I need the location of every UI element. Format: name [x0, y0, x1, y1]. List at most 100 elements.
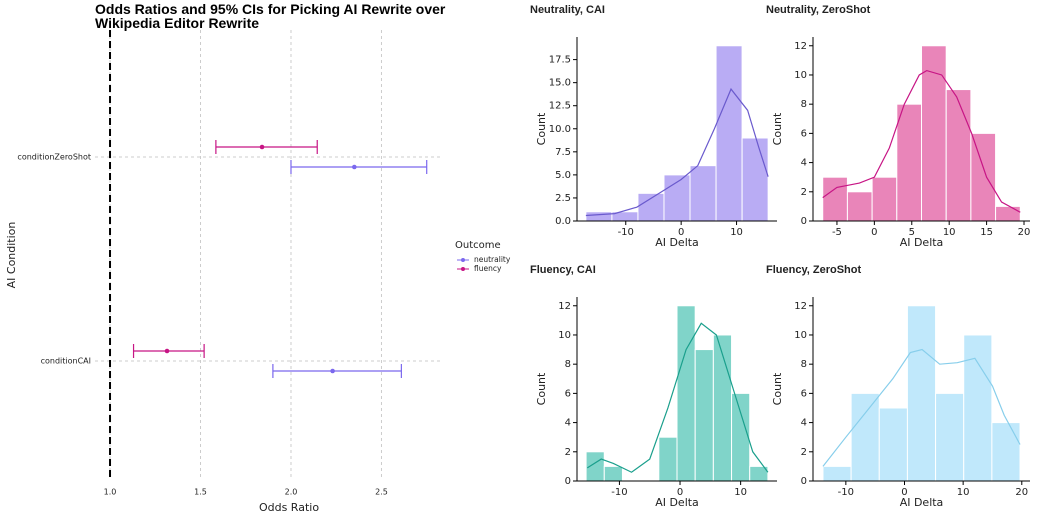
- panel-title: Fluency, CAI: [530, 264, 596, 276]
- y-axis-label: Count: [535, 372, 548, 405]
- y-tick-label: 6: [565, 388, 571, 399]
- y-tick-label: 0: [801, 476, 807, 487]
- y-tick-label: 10: [558, 330, 571, 341]
- panel-title: Neutrality, ZeroShot: [766, 4, 871, 16]
- y-tick-label: 2.5: [555, 193, 571, 204]
- point: [164, 348, 170, 354]
- bar: [822, 176, 848, 222]
- y-tick-label: 2: [565, 447, 571, 458]
- y-tick-label: 12: [558, 301, 571, 312]
- bar: [878, 407, 908, 482]
- x-tick-label: -10: [618, 227, 634, 238]
- bar: [715, 45, 743, 222]
- y-tick-label: 2: [801, 187, 807, 198]
- y-tick-label: 10.0: [549, 124, 571, 135]
- y-tick-label: 10: [794, 70, 807, 81]
- bar: [935, 392, 965, 482]
- x-tick-label: 10: [734, 487, 747, 498]
- kde-line: [585, 87, 769, 217]
- bar: [970, 132, 997, 222]
- bar: [850, 392, 880, 482]
- y-tick-label: 15.0: [549, 78, 571, 89]
- x-tick-label: 20: [1015, 487, 1028, 498]
- x-axis-label: Odds Ratio: [259, 501, 319, 514]
- x-tick-label: 10: [957, 487, 970, 498]
- y-axis-label: Count: [771, 112, 784, 145]
- y-tick-label: 6: [801, 388, 807, 399]
- panel-title: Neutrality, CAI: [530, 4, 605, 16]
- x-tick-label: -10: [838, 487, 854, 498]
- y-tick-label: 6: [801, 128, 807, 139]
- legend-label: fluency: [474, 264, 502, 273]
- x-tick-label: 20: [1018, 227, 1031, 238]
- y-tick-label: 12: [794, 41, 807, 52]
- x-tick-label: 0: [901, 487, 907, 498]
- bar: [676, 305, 696, 482]
- bar: [658, 436, 678, 482]
- bar: [637, 192, 665, 222]
- legend-title: Outcome: [455, 240, 501, 251]
- x-tick-label: 15: [980, 227, 993, 238]
- legend-marker: [461, 258, 465, 262]
- y-tick-label: conditionCAI: [41, 357, 91, 366]
- legend-label: neutrality: [474, 255, 511, 264]
- y-axis-label: AI Condition: [5, 222, 18, 289]
- panel-title: Fluency, ZeroShot: [766, 264, 861, 276]
- kde-line: [822, 348, 1021, 467]
- bar: [995, 205, 1021, 222]
- kde-line: [586, 322, 769, 473]
- bar: [846, 191, 873, 222]
- x-tick-label: 1.5: [194, 488, 207, 497]
- bar: [991, 422, 1021, 482]
- bar: [603, 465, 623, 482]
- kde-line: [822, 69, 1021, 213]
- x-axis-label: AI Delta: [655, 236, 699, 249]
- y-tick-label: 4: [801, 418, 807, 429]
- x-tick-label: 10: [943, 227, 956, 238]
- y-axis-label: Count: [771, 372, 784, 405]
- y-tick-label: 0: [801, 216, 807, 227]
- x-tick-label: 0: [678, 227, 684, 238]
- y-tick-label: 8: [565, 359, 571, 370]
- bar: [694, 349, 714, 482]
- x-tick-label: -5: [832, 227, 842, 238]
- bar: [871, 176, 898, 222]
- bar: [712, 334, 733, 482]
- bar: [741, 137, 769, 222]
- bar: [731, 392, 751, 482]
- y-tick-label: 8: [801, 99, 807, 110]
- bar: [945, 89, 972, 222]
- y-tick-label: 5.0: [555, 170, 571, 181]
- x-tick-label: 0: [677, 487, 683, 498]
- point: [330, 368, 335, 374]
- y-tick-label: 17.5: [549, 55, 571, 66]
- y-tick-label: 8: [801, 359, 807, 370]
- chart-title: Odds Ratios and 95% CIs for Picking AI R…: [95, 1, 446, 31]
- x-tick-label: -10: [611, 487, 627, 498]
- x-axis-label: AI Delta: [655, 496, 699, 509]
- x-axis-label: AI Delta: [900, 236, 944, 249]
- y-tick-label: 7.5: [555, 147, 571, 158]
- y-tick-label: conditionZeroShot: [17, 153, 91, 162]
- bar: [963, 334, 993, 482]
- bar: [585, 211, 613, 222]
- y-tick-label: 4: [565, 418, 571, 429]
- x-tick-label: 0: [871, 227, 877, 238]
- x-axis-label: AI Delta: [900, 496, 944, 509]
- x-tick-label: 10: [730, 227, 743, 238]
- bar: [906, 305, 937, 482]
- x-tick-label: 1.0: [104, 488, 117, 497]
- y-tick-label: 12: [794, 301, 807, 312]
- bar: [689, 165, 717, 222]
- point: [352, 164, 357, 170]
- y-axis-label: Count: [535, 112, 548, 145]
- x-tick-label: 2.5: [375, 488, 388, 497]
- x-tick-label: 5: [909, 227, 915, 238]
- bar: [822, 465, 852, 482]
- y-tick-label: 12.5: [549, 101, 571, 112]
- point: [259, 144, 265, 150]
- x-tick-label: 2.0: [285, 488, 298, 497]
- y-tick-label: 4: [801, 158, 807, 169]
- legend-marker: [461, 267, 465, 271]
